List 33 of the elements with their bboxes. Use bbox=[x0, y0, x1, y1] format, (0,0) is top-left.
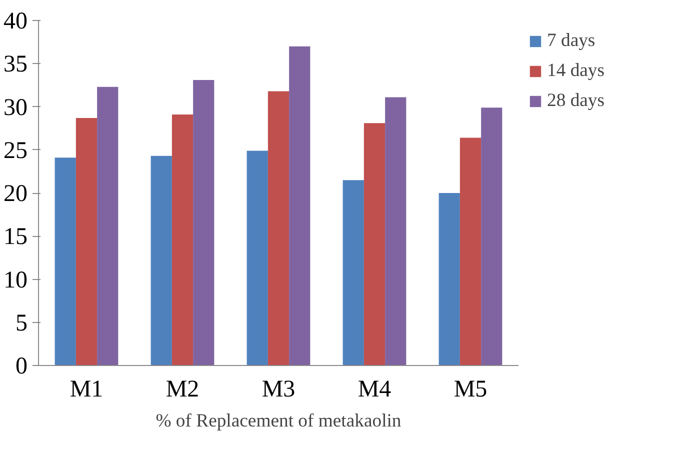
bar bbox=[193, 80, 214, 366]
bar bbox=[289, 46, 310, 366]
bar bbox=[172, 114, 194, 366]
bar bbox=[460, 138, 482, 366]
bar bbox=[385, 97, 406, 366]
x-tick-label: M4 bbox=[358, 376, 392, 402]
bar bbox=[438, 193, 460, 366]
bar bbox=[76, 118, 98, 366]
x-tick-label: M5 bbox=[454, 376, 488, 402]
bar bbox=[268, 91, 290, 366]
x-tick-label: M3 bbox=[262, 376, 296, 402]
y-tick-label: 15 bbox=[4, 224, 28, 250]
y-tick-label: 10 bbox=[4, 267, 28, 294]
y-tick-label: 30 bbox=[4, 94, 28, 121]
y-tick-label: 5 bbox=[16, 310, 28, 336]
y-tick-label: 35 bbox=[4, 52, 28, 78]
bar bbox=[150, 156, 172, 366]
x-axis-title: % of Replacement of metakaolin bbox=[156, 410, 402, 432]
bar bbox=[54, 158, 76, 366]
y-tick-label: 40 bbox=[4, 8, 28, 34]
bar bbox=[481, 108, 502, 366]
bar bbox=[246, 150, 268, 366]
bar bbox=[97, 86, 118, 366]
x-tick-label: M1 bbox=[70, 376, 104, 402]
y-tick-label: 25 bbox=[4, 138, 28, 164]
y-tick-label: 0 bbox=[16, 354, 28, 380]
y-tick-label: 20 bbox=[4, 181, 28, 207]
bar bbox=[342, 180, 364, 366]
legend-label: 28 days bbox=[547, 90, 605, 112]
x-tick-label: M2 bbox=[166, 376, 200, 402]
legend-label: 7 days bbox=[547, 30, 596, 52]
legend-label: 14 days bbox=[547, 60, 605, 82]
bar bbox=[364, 123, 386, 366]
